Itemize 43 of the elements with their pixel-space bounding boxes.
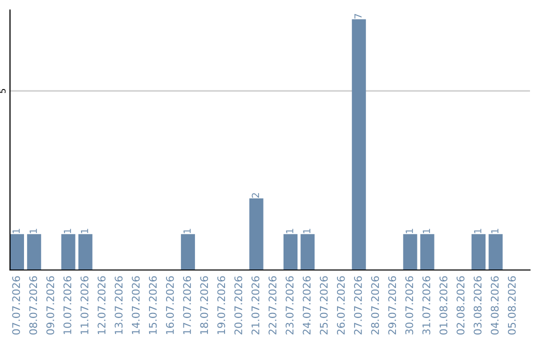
data-label: 1 <box>406 228 413 234</box>
x-tick-label: 17.07.2026 <box>183 276 191 334</box>
x-tick-label: 24.07.2026 <box>302 276 311 334</box>
x-tick-label: 15.07.2026 <box>148 276 157 334</box>
data-label: 1 <box>80 228 88 234</box>
x-tick-label: 03.08.2026 <box>474 276 482 335</box>
x-tick-label: 28.07.2026 <box>371 276 380 334</box>
x-tick-label: 23.07.2026 <box>286 276 294 334</box>
x-tick-label: 29.07.2026 <box>388 276 396 334</box>
x-tick-label: 27.07.2026 <box>354 276 362 334</box>
x-tick-label: 01.08.2026 <box>440 276 448 335</box>
data-label: 1 <box>184 228 191 234</box>
data-label: 1 <box>474 228 482 234</box>
x-tick-label: 26.07.2026 <box>336 276 345 334</box>
data-label: 1 <box>422 228 430 234</box>
data-label: 1 <box>303 228 310 234</box>
x-tick-label: 19.07.2026 <box>217 276 226 334</box>
x-tick-label: 21.07.2026 <box>251 276 260 334</box>
data-label: 7 <box>354 14 362 19</box>
x-tick-label: 09.07.2026 <box>46 276 54 335</box>
x-tick-label: 18.07.2026 <box>200 276 208 334</box>
x-tick-label: 08.07.2026 <box>29 276 38 335</box>
x-tick-label: 10.07.2026 <box>63 276 72 334</box>
data-label: 1 <box>491 228 498 234</box>
x-tick-label: 13.07.2026 <box>114 276 123 334</box>
x-tick-label: 31.07.2026 <box>422 276 430 334</box>
data-label: 1 <box>30 228 37 234</box>
x-tick-label: 16.07.2026 <box>166 276 174 334</box>
data-label: 1 <box>286 228 294 234</box>
x-tick-label: 12.07.2026 <box>98 276 106 334</box>
x-tick-label: 14.07.2026 <box>132 276 140 334</box>
x-tick-label: 07.07.2026 <box>12 276 20 335</box>
x-tick-label: 20.07.2026 <box>234 276 242 334</box>
x-tick-label: 05.08.2026 <box>508 276 516 335</box>
data-label: 1 <box>12 228 20 234</box>
data-label: 1 <box>64 228 71 234</box>
x-tick-label: 25.07.2026 <box>320 276 328 334</box>
data-label: 2 <box>252 193 260 198</box>
x-tick-label: 02.08.2026 <box>456 276 464 335</box>
x-tick-label: 11.07.2026 <box>80 276 88 334</box>
x-tick-label: 30.07.2026 <box>405 276 414 334</box>
x-tick-label: 22.07.2026 <box>268 276 276 334</box>
x-tick-label: 04.08.2026 <box>490 276 499 335</box>
